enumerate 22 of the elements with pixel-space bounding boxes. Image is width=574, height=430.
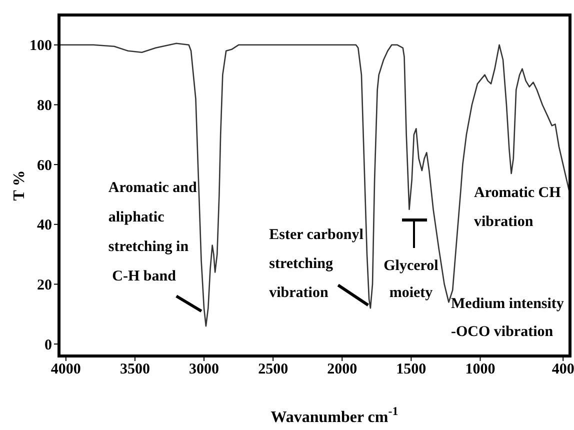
y-tick-label: 20 [37, 278, 52, 294]
x-tick-label: 3000 [189, 362, 220, 378]
line-series [59, 42, 570, 327]
y-tick-label: 100 [30, 38, 52, 54]
annotation: Aromatic CH vibration [474, 185, 562, 230]
y-tick-label: 60 [37, 158, 52, 174]
x-tick-label: 1000 [465, 362, 496, 378]
x-tick-label: 2500 [258, 362, 288, 378]
x-tick-label: 2000 [327, 362, 358, 378]
y-axis-title: T % [11, 170, 28, 201]
annotation: Aromatic and aliphatic stretching in C-H band [108, 180, 198, 285]
annotation: Medium intensity -OCO vibration [451, 296, 564, 340]
x-tick-label: 400 [552, 362, 574, 378]
y-tick-label: 0 [44, 337, 52, 354]
x-axis-title: Wavanumber cm$^{-1}$ [270, 404, 398, 426]
x-tick-label: 1500 [396, 362, 426, 378]
y-tick-label: 80 [37, 98, 52, 114]
x-tick-label: 3500 [120, 362, 150, 378]
annotation: Ester carbonyl stretching vibration [269, 227, 364, 302]
x-tick-label: 4000 [50, 362, 81, 378]
annotation: Glycerol moiety [384, 258, 438, 301]
y-tick-label: 40 [37, 218, 52, 234]
